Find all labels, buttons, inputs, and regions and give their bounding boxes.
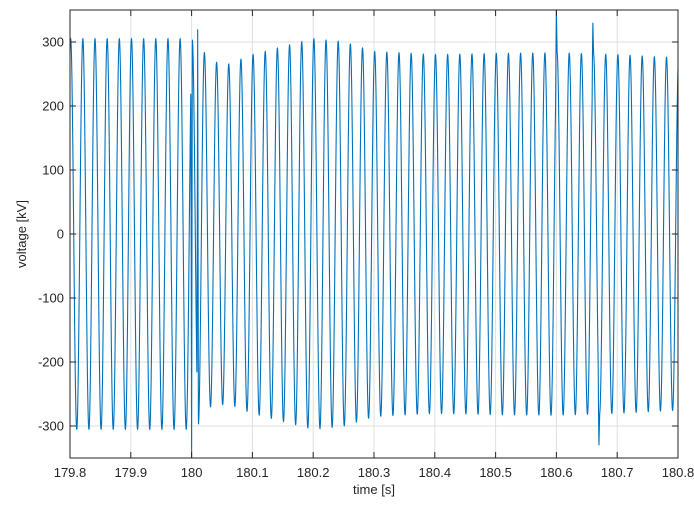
x-tick-label: 179.9 bbox=[115, 465, 148, 480]
x-axis-label: time [s] bbox=[353, 482, 395, 497]
x-tick-label: 179.8 bbox=[54, 465, 87, 480]
x-tick-label: 180.5 bbox=[479, 465, 512, 480]
voltage-series bbox=[70, 10, 678, 458]
x-tick-label: 180.3 bbox=[358, 465, 391, 480]
y-tick-label: -200 bbox=[38, 355, 64, 370]
x-tick-label: 180.1 bbox=[236, 465, 269, 480]
y-tick-label: -100 bbox=[38, 291, 64, 306]
axis-ticks: 179.8 179.9 180 180.1 180.2 180.3 180.4 180.5 18… bbox=[38, 10, 694, 480]
y-tick-label: 200 bbox=[42, 99, 64, 114]
x-tick-label: 180.8 bbox=[662, 465, 694, 480]
x-tick-label: 180.6 bbox=[540, 465, 573, 480]
y-tick-label: 100 bbox=[42, 163, 64, 178]
x-tick-label: 180.7 bbox=[601, 465, 634, 480]
x-tick-label: 180.2 bbox=[297, 465, 330, 480]
x-tick-label: 180 bbox=[181, 465, 203, 480]
y-tick-label: -300 bbox=[38, 419, 64, 434]
x-tick-label: 180.4 bbox=[419, 465, 452, 480]
y-tick-label: 0 bbox=[57, 227, 64, 242]
y-axis-label: voltage [kV] bbox=[14, 200, 29, 268]
y-tick-label: 300 bbox=[42, 35, 64, 50]
voltage-line bbox=[70, 10, 678, 458]
